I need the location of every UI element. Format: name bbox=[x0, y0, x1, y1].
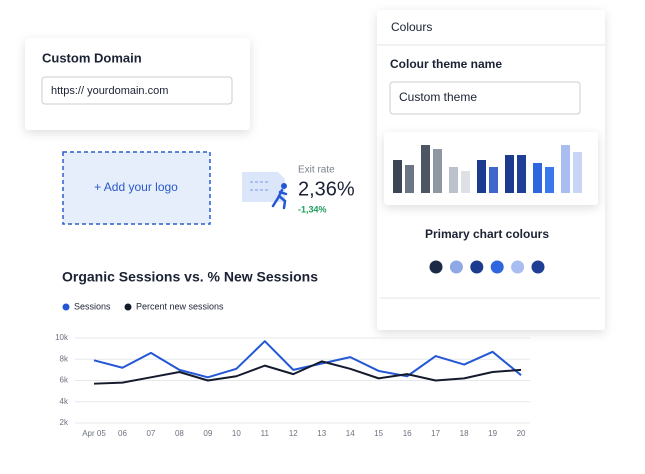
logo-box[interactable] bbox=[62, 151, 211, 225]
legend-label: Percent new sessions bbox=[136, 301, 224, 311]
theme-input[interactable] bbox=[389, 81, 581, 115]
preview-bar bbox=[433, 149, 442, 193]
preview-bar bbox=[489, 167, 498, 193]
preview-bar bbox=[405, 165, 414, 193]
legend-marker bbox=[62, 303, 70, 311]
theme-input-text: Custom theme bbox=[399, 90, 477, 104]
y-tick-label: 4k bbox=[60, 397, 69, 406]
metric-label: Exit rate bbox=[298, 165, 335, 176]
preview-bar bbox=[421, 145, 430, 193]
x-tick-label: 18 bbox=[460, 429, 469, 438]
primary-label: Primary chart colours bbox=[425, 227, 549, 241]
x-tick-label: 13 bbox=[317, 429, 326, 438]
preview-bar bbox=[505, 155, 514, 193]
preview-bar bbox=[477, 160, 486, 193]
preview-bar bbox=[461, 171, 470, 193]
theme-label: Colour theme name bbox=[390, 57, 502, 71]
colour-dot[interactable] bbox=[470, 260, 484, 274]
exit-icon bbox=[242, 172, 288, 210]
series-line bbox=[93, 360, 522, 385]
legend-label: Sessions bbox=[74, 301, 111, 311]
colours-header: Colours bbox=[391, 20, 432, 34]
preview-bar bbox=[561, 145, 570, 193]
y-tick-label: 6k bbox=[60, 376, 69, 385]
domain-title: Custom Domain bbox=[42, 50, 142, 65]
x-tick-label: Apr 05 bbox=[82, 429, 106, 438]
colour-dot[interactable] bbox=[511, 260, 525, 274]
y-tick-label: 8k bbox=[60, 354, 69, 363]
metric-value: 2,36% bbox=[298, 178, 355, 200]
y-tick-label: 10k bbox=[55, 333, 69, 342]
metric-change: -1,34% bbox=[298, 204, 327, 214]
colour-dot[interactable] bbox=[531, 260, 545, 274]
x-tick-label: 09 bbox=[203, 429, 212, 438]
x-tick-label: 15 bbox=[374, 429, 383, 438]
colour-dot[interactable] bbox=[449, 260, 463, 274]
x-tick-label: 10 bbox=[232, 429, 241, 438]
x-tick-label: 12 bbox=[289, 429, 298, 438]
preview-bar bbox=[393, 160, 402, 193]
domain-input[interactable] bbox=[41, 76, 233, 105]
preview-bar bbox=[517, 155, 526, 193]
x-tick-label: 20 bbox=[517, 429, 526, 438]
legend-marker bbox=[124, 303, 132, 311]
preview-bar bbox=[449, 167, 458, 193]
x-tick-label: 08 bbox=[175, 429, 184, 438]
preview-bar bbox=[545, 167, 554, 193]
y-tick-label: 2k bbox=[60, 418, 69, 427]
x-tick-label: 17 bbox=[431, 429, 440, 438]
domain-input-text: https:// yourdomain.com bbox=[51, 85, 168, 97]
logo-label: + Add your logo bbox=[94, 180, 178, 194]
colour-dot[interactable] bbox=[490, 260, 504, 274]
x-tick-label: 11 bbox=[261, 429, 270, 438]
preview-bar bbox=[533, 163, 542, 193]
x-tick-label: 19 bbox=[488, 429, 497, 438]
colour-dot[interactable] bbox=[429, 260, 443, 274]
chart-title: Organic Sessions vs. % New Sessions bbox=[62, 269, 318, 285]
x-tick-label: 06 bbox=[118, 429, 127, 438]
x-tick-label: 16 bbox=[403, 429, 412, 438]
x-tick-label: 07 bbox=[146, 429, 155, 438]
x-tick-label: 14 bbox=[346, 429, 355, 438]
preview-bar bbox=[573, 152, 582, 193]
